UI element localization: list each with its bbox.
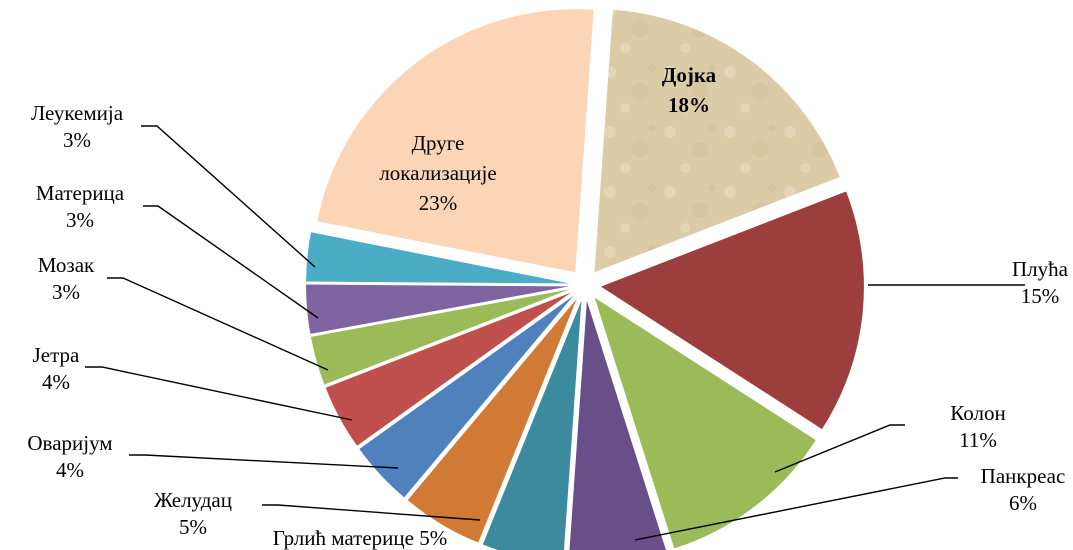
leader-line-оваријум — [129, 454, 399, 469]
slice-value-леукемија: 3% — [63, 128, 91, 152]
slice-name-мозак: Мозак — [38, 253, 95, 277]
pie-slice-мозак — [310, 289, 570, 385]
slice-name-желудац: Желудац — [154, 488, 232, 512]
pie-slice-панкреас — [569, 300, 666, 550]
pie-slice-друге-локализације — [317, 9, 594, 273]
slice-value-друге-локализације: 23% — [419, 191, 458, 215]
slice-value-колон: 11% — [959, 428, 997, 452]
slice-name-панкреас: Панкреас — [981, 464, 1066, 488]
pie-slices — [306, 9, 864, 550]
leader-line-леукемија — [141, 125, 316, 268]
slice-name-плућа: Плућа — [1012, 257, 1069, 281]
leader-line-колон — [774, 424, 905, 473]
slice-value-мозак: 3% — [52, 280, 80, 304]
slice-name-колон: Колон — [950, 401, 1005, 425]
slice-value-материца: 3% — [66, 208, 94, 232]
slice-value-оваријум: 4% — [56, 458, 84, 482]
pie-slice-леукемија — [306, 232, 570, 284]
slice-name-line-друге-локализације: локализације — [379, 161, 496, 185]
leader-line-панкреас — [634, 477, 958, 541]
slice-name-јетра: Јетра — [33, 343, 80, 367]
pie-slice-колон — [594, 297, 816, 549]
leader-lines — [85, 125, 1025, 541]
pie-slice-плућа — [600, 191, 864, 430]
leader-line-јетра — [85, 366, 353, 421]
slice-name-дојка: Дојка — [662, 63, 717, 87]
leader-line-мозак — [107, 277, 329, 371]
pie-slice-дојка — [594, 9, 840, 273]
slice-labels: Дојка 18% Плућа 15% Колон 11% Панкреас 6% Грлић … — [27, 63, 1068, 550]
slice-name-оваријум: Оваријум — [27, 431, 112, 455]
slice-value-јетра: 4% — [42, 370, 70, 394]
slice-name-line-друге-локализације: Друге — [412, 131, 465, 155]
pie-slice-грлић-материце — [482, 300, 582, 550]
slice-value-плућа: 15% — [1021, 284, 1060, 308]
slice-name-материца: Материца — [36, 181, 125, 205]
pie-slice-оваријум — [359, 295, 574, 498]
slice-label-грлић-материце: Грлић материце 5% — [273, 526, 447, 550]
slice-value-панкреас: 6% — [1009, 491, 1037, 515]
pie-slice-желудац — [407, 298, 577, 543]
leader-line-материца — [143, 205, 319, 319]
pie-slice-јетра — [325, 292, 571, 446]
leader-line-желудац — [262, 504, 481, 521]
slice-value-дојка: 18% — [668, 93, 710, 117]
pie-slice-материца — [306, 284, 570, 334]
slice-value-желудац: 5% — [179, 515, 207, 539]
slice-name-леукемија: Леукемија — [31, 101, 124, 125]
